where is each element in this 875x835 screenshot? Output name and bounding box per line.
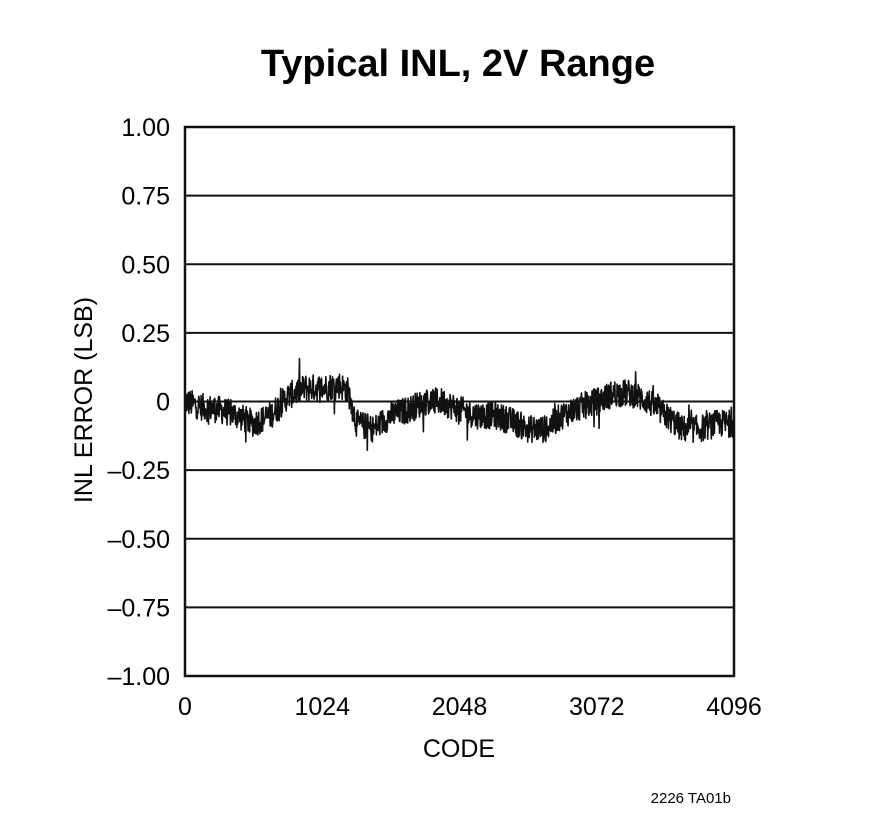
x-tick-label: 1024 [294,693,350,721]
y-axis-label: INL ERROR (LSB) [70,297,98,503]
y-tick-label: 1.00 [121,114,170,142]
gridlines [185,194,734,609]
x-tick-label: 3072 [569,693,625,721]
y-tick-label: –0.75 [107,594,170,622]
y-tick-label: –0.50 [107,526,170,554]
y-tick-label: 0.25 [121,320,170,348]
x-tick-label: 4096 [706,693,762,721]
plot-frame [183,125,736,678]
x-tick-label: 0 [178,693,192,721]
x-tick-label: 2048 [432,693,488,721]
inl-trace [184,357,735,452]
y-tick-labels: 1.00 0.75 0.50 0.25 0 –0.25 –0.50 –0.75 –1.00 [107,114,170,691]
y-tick-label: 0.50 [121,251,170,279]
series-inl [184,357,735,452]
figure-id: 2226 TA01b [651,790,731,807]
y-tick-label: 0 [156,389,170,417]
y-tick-label: 0.75 [121,183,170,211]
y-tick-label: –1.00 [107,663,170,691]
x-axis-label: CODE [423,735,495,763]
chart-title: Typical INL, 2V Range [261,43,655,85]
y-tick-label: –0.25 [107,457,170,485]
x-tick-labels: 0 1024 2048 3072 4096 [178,693,762,721]
